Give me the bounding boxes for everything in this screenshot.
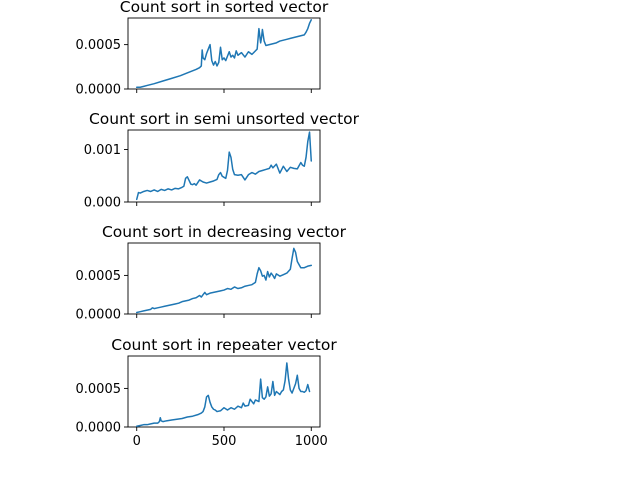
subplot-title: Count sort in sorted vector: [120, 0, 329, 16]
series-line-1: [135, 19, 313, 88]
axes-frame: [127, 242, 321, 315]
subplot-2: Count sort in semi unsorted vector 0.000 0…: [84, 110, 360, 211]
y-tick-label: 0.000: [84, 196, 121, 211]
axes-frame: [127, 17, 321, 90]
x-tick-label: 0: [133, 434, 141, 449]
y-tick-label: 0.0000: [76, 308, 122, 323]
subplot-1: Count sort in sorted vector 0.0000 0.0005: [76, 0, 329, 98]
subplot-title: Count sort in decreasing vector: [102, 223, 347, 241]
series-line-1: [135, 362, 311, 427]
series-line-1: [135, 247, 313, 314]
series-line-1: [135, 131, 313, 201]
y-tick-label: 0.0005: [76, 382, 122, 397]
subplot-4: Count sort in repeater vector 0 500 1000 0.0…: [76, 336, 338, 449]
subplot-title: Count sort in repeater vector: [111, 336, 337, 354]
y-tick-label: 0.0005: [76, 269, 122, 284]
x-tick-label: 500: [212, 434, 237, 449]
subplot-3: Count sort in decreasing vector 0.0000 0.0…: [76, 223, 347, 323]
subplot-title: Count sort in semi unsorted vector: [89, 110, 360, 128]
y-tick-label: 0.001: [84, 143, 121, 158]
x-tick-label: 1000: [295, 434, 328, 449]
y-tick-label: 0.0000: [76, 83, 122, 98]
y-tick-label: 0.0000: [76, 421, 122, 436]
y-tick-label: 0.0005: [76, 38, 122, 53]
